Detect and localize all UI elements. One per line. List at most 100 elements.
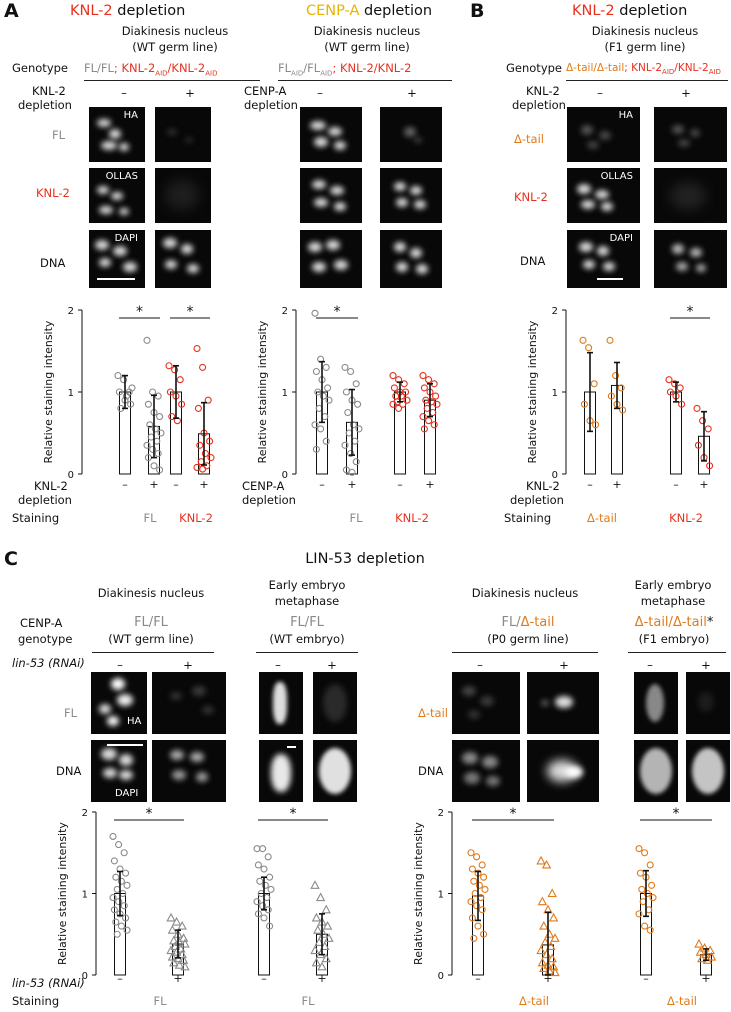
panel-a2-subtitle-1: Diakinesis nucleus xyxy=(313,24,421,38)
chart-a2-point-2-12 xyxy=(395,404,403,412)
chart-c-left-point-1-14 xyxy=(167,951,178,961)
chart-c-right-ytick-label-2: 2 xyxy=(438,808,444,819)
chart-b-point-1-1 xyxy=(612,372,620,380)
chart-b-point-2-0 xyxy=(665,376,673,384)
genotype-line-b xyxy=(566,80,728,81)
chart-a1-point-0-1 xyxy=(120,376,128,384)
chart-a2-point-2-2 xyxy=(400,380,408,388)
chart-a1-ytick-label-1: 1 xyxy=(68,388,74,399)
chart-b-point-0-0 xyxy=(579,336,587,344)
chart-c-left-point-2-1 xyxy=(259,845,267,853)
sign-minus-a1: – xyxy=(121,86,127,100)
chart-b-point-2-2 xyxy=(676,384,684,392)
bottom-stain-c1: FL xyxy=(153,994,167,1008)
chart-c-left-point-0-16 xyxy=(122,914,130,922)
chart-c-left-xsign-1: + xyxy=(173,972,182,985)
mic-c4-dna-plus xyxy=(686,740,730,802)
chart-a1-point-1-3 xyxy=(144,400,152,408)
c3-plus: + xyxy=(559,658,569,672)
chart-b-xsign-3: + xyxy=(699,478,708,491)
chart-c-right-point-2-2 xyxy=(646,861,654,869)
chart-a1-ytick-label-2: 2 xyxy=(68,306,74,317)
chart-c-left-point-0-8 xyxy=(123,881,131,889)
chart-b-ylabel: Relative staining intensity xyxy=(526,320,539,463)
mic-c1-fl-plus xyxy=(152,672,226,734)
chart-a2-point-1-6 xyxy=(344,408,352,417)
bottom-stain-b-2: KNL-2 xyxy=(669,511,703,525)
chart-a2-point-0-11 xyxy=(311,421,319,429)
chart-c-right-point-1-7 xyxy=(544,929,555,938)
row-label-knl2-b: KNL-2 xyxy=(514,190,548,204)
depletion-label-a1-1: KNL-2 xyxy=(32,84,66,98)
chart-c-right-point-0-14 xyxy=(468,914,476,922)
chart-c-left-point-0-20 xyxy=(113,930,121,938)
chart-c-left-point-1-19 xyxy=(180,961,190,971)
chart-a2-point-2-5 xyxy=(402,388,410,396)
chart-c-right-point-0-16 xyxy=(480,930,488,938)
chart-b-point-2-3 xyxy=(666,388,674,396)
chart-a2-point-0-14 xyxy=(312,445,320,453)
bottom-staining-a: Staining xyxy=(12,511,60,525)
chart-c-left-point-0-18 xyxy=(117,922,125,930)
chart-b-point-1-3 xyxy=(607,392,615,400)
chart-a2-point-1-1 xyxy=(347,367,355,376)
chart-a1-point-0-8 xyxy=(128,384,136,392)
chart-c-left-point-3-15 xyxy=(317,961,327,971)
chart-a1-ytick-label-0: 0 xyxy=(68,470,74,481)
chart-c-right-point-1-13 xyxy=(547,953,557,963)
panel-b-subtitle-2: (F1 germ line) xyxy=(604,40,686,54)
chart-c-right-point-0-17 xyxy=(470,934,478,942)
micrograph-a2-dna-minus xyxy=(300,230,362,288)
chart-c-right-point-2-7 xyxy=(643,889,651,898)
chart-a2-point-0-0 xyxy=(311,309,319,317)
chart-a1-point-1-6 xyxy=(146,421,154,429)
panel-c-sub1: Diakinesis nucleus xyxy=(97,586,205,600)
chart-c-left-point-3-1 xyxy=(315,892,326,902)
geno-c1: FL/FL xyxy=(134,615,168,630)
bottom-staining-c: Staining xyxy=(12,994,60,1008)
bottom-stain-c3: Δ-tail xyxy=(519,994,549,1008)
chart-c-right-sig-star-0: * xyxy=(510,806,517,822)
chart-c-left-point-0-1 xyxy=(115,841,123,849)
depletion-label-b-1: KNL-2 xyxy=(526,84,560,98)
chart-c-left-point-3-2 xyxy=(321,904,331,914)
chart-a2-xsign-1: + xyxy=(347,478,356,491)
geno-line-c3 xyxy=(452,652,598,653)
c-stain-ha: HA xyxy=(127,716,142,727)
genotype-a2: FLAID/FLAID; KNL-2/KNL-2 xyxy=(278,61,412,78)
chart-a2-point-0-13 xyxy=(322,437,330,445)
panel-b-subtitle-1: Diakinesis nucleus xyxy=(591,24,699,38)
chart-a2-point-1-0 xyxy=(341,363,349,371)
chart-a1-point-3-7 xyxy=(201,449,209,458)
bottom-dep-b-2: depletion xyxy=(510,493,564,507)
chart-c-right-ytick-label-1: 1 xyxy=(438,890,444,901)
sign-plus-a1: + xyxy=(185,86,195,100)
micrograph-b-dtail-plus xyxy=(654,107,727,162)
chart-c-left-point-1-3 xyxy=(167,925,178,934)
chart-a2-point-0-6 xyxy=(314,388,322,396)
chart-c-left-point-0-19 xyxy=(123,926,131,934)
chart-a2-point-1-14 xyxy=(342,466,350,474)
micrograph-b-dna-minus: DAPI xyxy=(567,230,640,288)
chart-c-right-point-1-14 xyxy=(537,957,548,967)
chart-a1-point-0-3 xyxy=(115,388,123,396)
bottom-stain-c4: Δ-tail xyxy=(667,994,697,1008)
chart-c-right-point-1-11 xyxy=(536,945,546,955)
chart-a2-ytick-label-2: 2 xyxy=(282,306,288,317)
chart-a2-point-0-2 xyxy=(322,363,330,371)
mic-c1-dna-plus xyxy=(152,740,226,802)
chart-c-left-xsign-3: + xyxy=(317,972,326,985)
chart-c-left-point-2-4 xyxy=(260,865,268,873)
chart-c-right-point-1-2 xyxy=(547,888,557,898)
panel-c-title: LIN-53 depletion xyxy=(305,551,425,567)
chart-c-left-point-2-16 xyxy=(266,922,274,930)
chart-c-left-point-0-11 xyxy=(109,894,117,902)
cenp-label-2: genotype xyxy=(18,632,73,646)
chart-a1-point-3-0 xyxy=(193,344,201,353)
chart-c-right-point-0-13 xyxy=(478,906,486,914)
panel-letter-b: B xyxy=(470,0,485,22)
chart-c-right-xsign-2: – xyxy=(643,972,649,985)
chart-c-left-ytick-label-0: 0 xyxy=(82,971,88,982)
chart-c-right-point-2-11 xyxy=(635,910,643,918)
